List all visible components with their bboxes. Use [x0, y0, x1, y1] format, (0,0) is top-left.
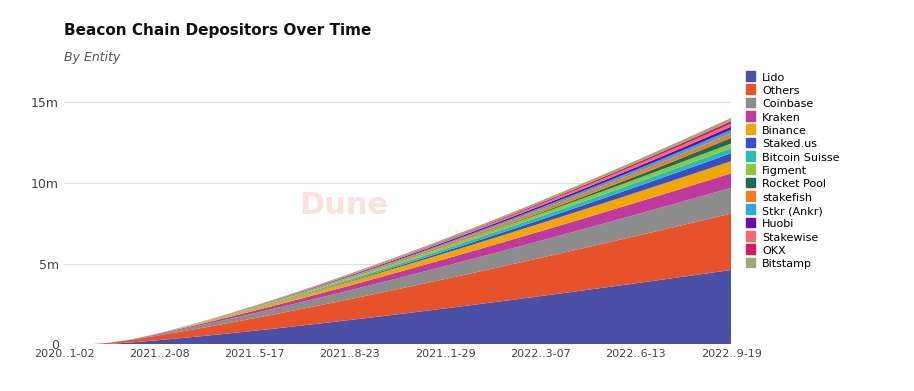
Legend: Lido, Others, Coinbase, Kraken, Binance, Staked.us, Bitcoin Suisse, Figment, Roc: Lido, Others, Coinbase, Kraken, Binance,…	[743, 70, 842, 272]
Text: By Entity: By Entity	[64, 51, 121, 64]
Text: Dune: Dune	[300, 191, 388, 220]
Text: Beacon Chain Depositors Over Time: Beacon Chain Depositors Over Time	[64, 23, 371, 38]
